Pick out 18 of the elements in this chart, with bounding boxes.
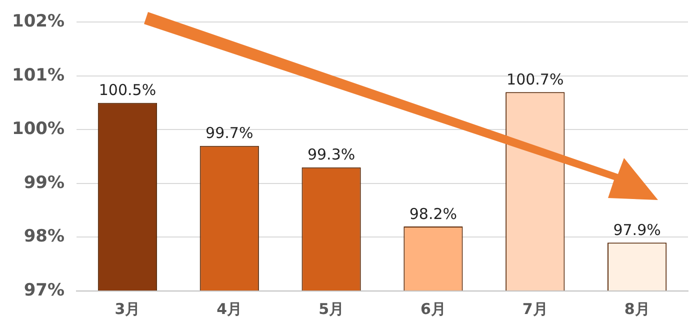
x-tick-label: 4月 xyxy=(216,300,242,318)
data-label: 98.2% xyxy=(409,204,458,223)
x-tick-label: 7月 xyxy=(522,300,548,318)
x-tick-label: 8月 xyxy=(624,300,650,318)
y-tick-label: 99% xyxy=(24,172,65,193)
data-label: 100.7% xyxy=(506,70,564,88)
y-tick-label: 100% xyxy=(12,119,65,140)
x-tick-label: 5月 xyxy=(318,300,344,318)
data-label: 99.3% xyxy=(307,146,356,164)
x-tick-label: 6月 xyxy=(420,300,446,318)
y-tick-label: 101% xyxy=(12,65,65,86)
y-tick-label: 97% xyxy=(24,280,65,300)
data-label: 99.7% xyxy=(206,124,254,142)
x-tick-label: 3月 xyxy=(114,300,140,318)
y-tick-label: 102% xyxy=(12,12,65,32)
y-tick-label: 98% xyxy=(24,226,65,247)
data-label: 97.9% xyxy=(613,221,661,240)
data-label: 100.5% xyxy=(98,81,156,100)
